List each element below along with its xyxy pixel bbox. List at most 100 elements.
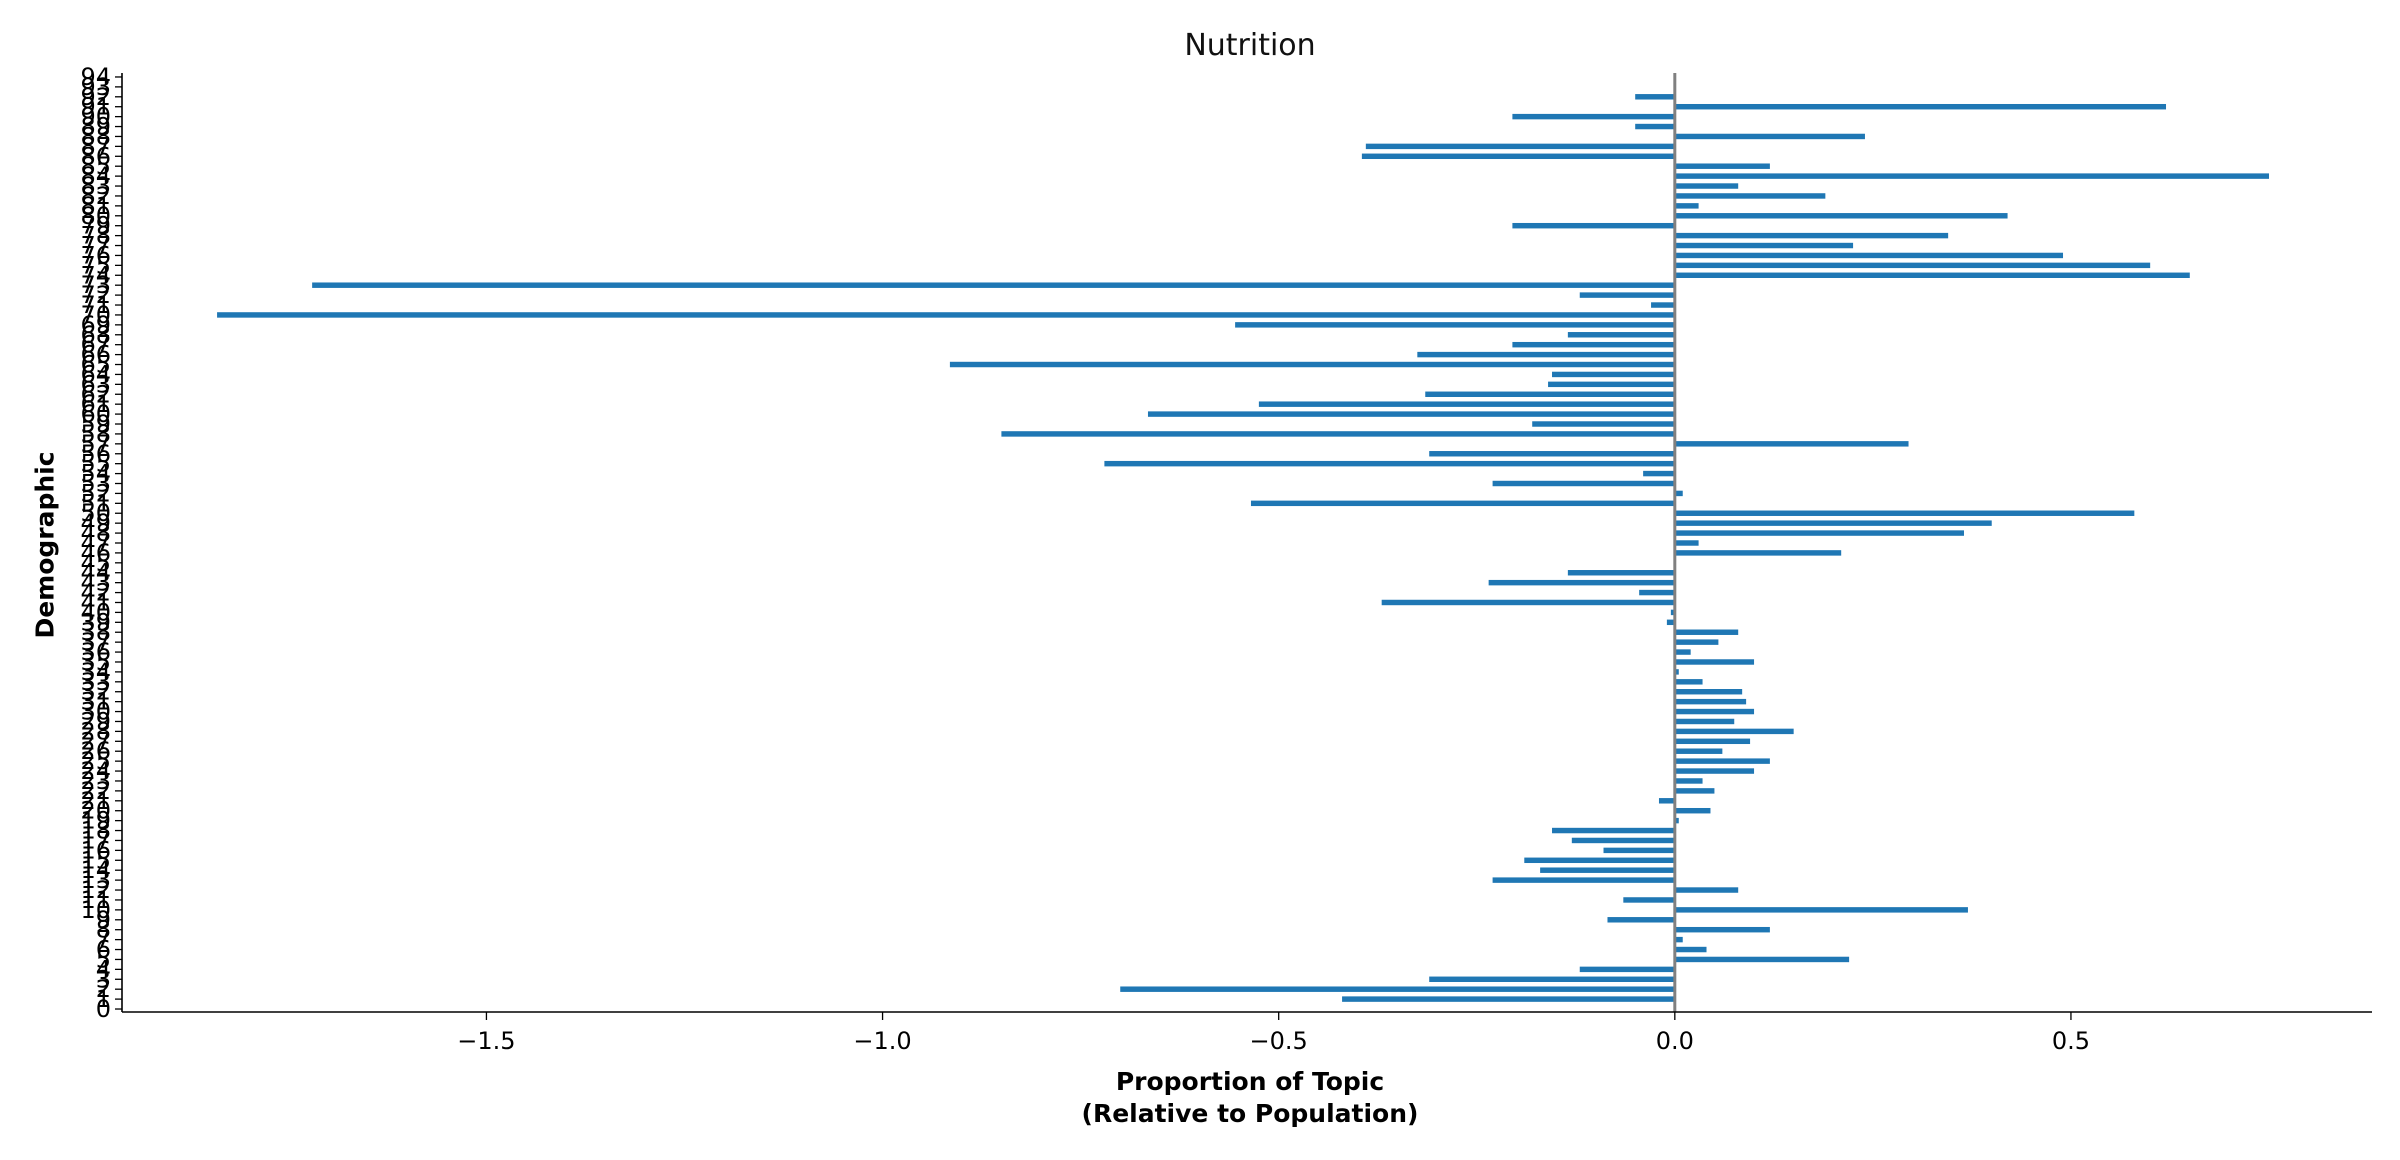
bar-91 [1674, 103, 2167, 110]
y-tick-label: 16 [80, 836, 111, 864]
bar-87 [1365, 143, 1675, 150]
y-tick-label: 70 [80, 301, 111, 329]
bar-41 [1381, 599, 1675, 606]
y-tick-label: 37 [80, 628, 111, 656]
bar-66 [1417, 351, 1675, 358]
bar-7 [1674, 936, 1683, 943]
bar-4 [1579, 966, 1675, 973]
bar-61 [1258, 401, 1675, 407]
bar-86 [1361, 153, 1675, 160]
y-tick-label: 2 [96, 975, 111, 1003]
y-tick-label: 53 [80, 470, 111, 498]
y-tick-label: 39 [80, 608, 111, 636]
bar-52 [1674, 490, 1683, 497]
y-tick-label: 90 [80, 103, 111, 131]
bar-63 [1548, 381, 1675, 388]
x-axis-ticks: −1.5 −1.0 −0.5 0.0 0.5 [457, 1012, 2090, 1055]
y-tick-label: 31 [80, 688, 111, 716]
bar-20 [1674, 807, 1711, 814]
y-tick-label: 15 [80, 846, 111, 874]
bar-6 [1674, 946, 1707, 953]
y-tick-label: 56 [80, 440, 111, 468]
y-tick-label: 87 [80, 132, 111, 160]
y-tick-label: 40 [80, 598, 111, 626]
y-tick-label: 42 [80, 579, 111, 607]
y-tick-label: 17 [80, 826, 111, 854]
y-tick-label: 5 [96, 945, 111, 973]
y-tick-label: 10 [80, 896, 111, 924]
bar-35 [1674, 659, 1755, 665]
bar-89 [1635, 123, 1675, 130]
y-tick-label: 65 [80, 351, 111, 379]
bar-38 [1674, 629, 1739, 635]
bar-3 [1429, 976, 1675, 982]
bar-76 [1674, 252, 2064, 259]
y-tick-label: 44 [80, 559, 111, 587]
bar-37 [1674, 639, 1719, 645]
y-tick-label: 4 [96, 955, 111, 983]
bar-47 [1674, 540, 1699, 546]
y-tick-label: 0 [96, 995, 111, 1023]
bar-59 [1532, 421, 1675, 427]
y-tick-label: 23 [80, 767, 111, 795]
y-tick-label: 69 [80, 311, 111, 339]
bar-80 [1674, 213, 2008, 219]
y-tick-label: 77 [80, 232, 111, 260]
y-tick-label: 79 [80, 212, 111, 240]
y-tick-label: 83 [80, 172, 111, 200]
bar-2 [1120, 986, 1675, 992]
x-tick-label: −1.5 [457, 1027, 515, 1055]
y-tick-label: 9 [96, 906, 111, 934]
bar-78 [1674, 232, 1949, 239]
y-tick-label: 33 [80, 668, 111, 696]
y-tick-label: 74 [80, 261, 111, 289]
bar-79 [1512, 222, 1675, 229]
y-tick-label: 58 [80, 420, 111, 448]
bar-55 [1104, 460, 1675, 467]
y-tick-label: 28 [80, 717, 111, 745]
bar-82 [1674, 193, 1826, 199]
chart-title: Nutrition [1184, 28, 1316, 63]
bar-67 [1512, 341, 1675, 348]
y-tick-label: 11 [80, 886, 111, 914]
y-tick-label: 57 [80, 430, 111, 458]
y-tick-label: 22 [80, 777, 111, 805]
bar-88 [1674, 133, 1865, 140]
y-tick-label: 78 [80, 222, 111, 250]
bar-50 [1674, 510, 2135, 516]
y-tick-label: 93 [80, 73, 111, 101]
bar-77 [1674, 242, 1854, 249]
bar-8 [1674, 926, 1770, 933]
bar-27 [1674, 738, 1751, 745]
bar-16 [1603, 847, 1675, 854]
bar-5 [1674, 956, 1850, 963]
y-tick-label: 50 [80, 499, 111, 527]
bar-17 [1571, 837, 1675, 844]
bar-14 [1540, 867, 1675, 873]
x-tick-label: −0.5 [1250, 1027, 1308, 1055]
y-tick-label: 3 [96, 965, 111, 993]
bar-26 [1674, 748, 1723, 754]
bar-13 [1492, 877, 1675, 883]
y-tick-label: 55 [80, 450, 111, 478]
y-tick-label: 25 [80, 747, 111, 775]
y-tick-label: 71 [80, 291, 111, 319]
bar-83 [1674, 183, 1739, 189]
bar-34 [1674, 669, 1679, 675]
bar-60 [1147, 411, 1675, 417]
y-tick-label: 34 [80, 658, 111, 686]
y-tick-label: 61 [80, 390, 111, 418]
bar-68 [1567, 332, 1675, 338]
bar-15 [1524, 857, 1675, 864]
bar-62 [1425, 391, 1675, 397]
bar-28 [1674, 728, 1794, 735]
bar-10 [1674, 907, 1968, 913]
x-tick-label: −1.0 [853, 1027, 911, 1055]
bar-92 [1635, 94, 1675, 100]
y-tick-label: 51 [80, 489, 111, 517]
bar-29 [1674, 718, 1735, 725]
bar-72 [1579, 292, 1675, 298]
bar-23 [1674, 778, 1703, 784]
y-tick-label: 7 [96, 926, 111, 954]
